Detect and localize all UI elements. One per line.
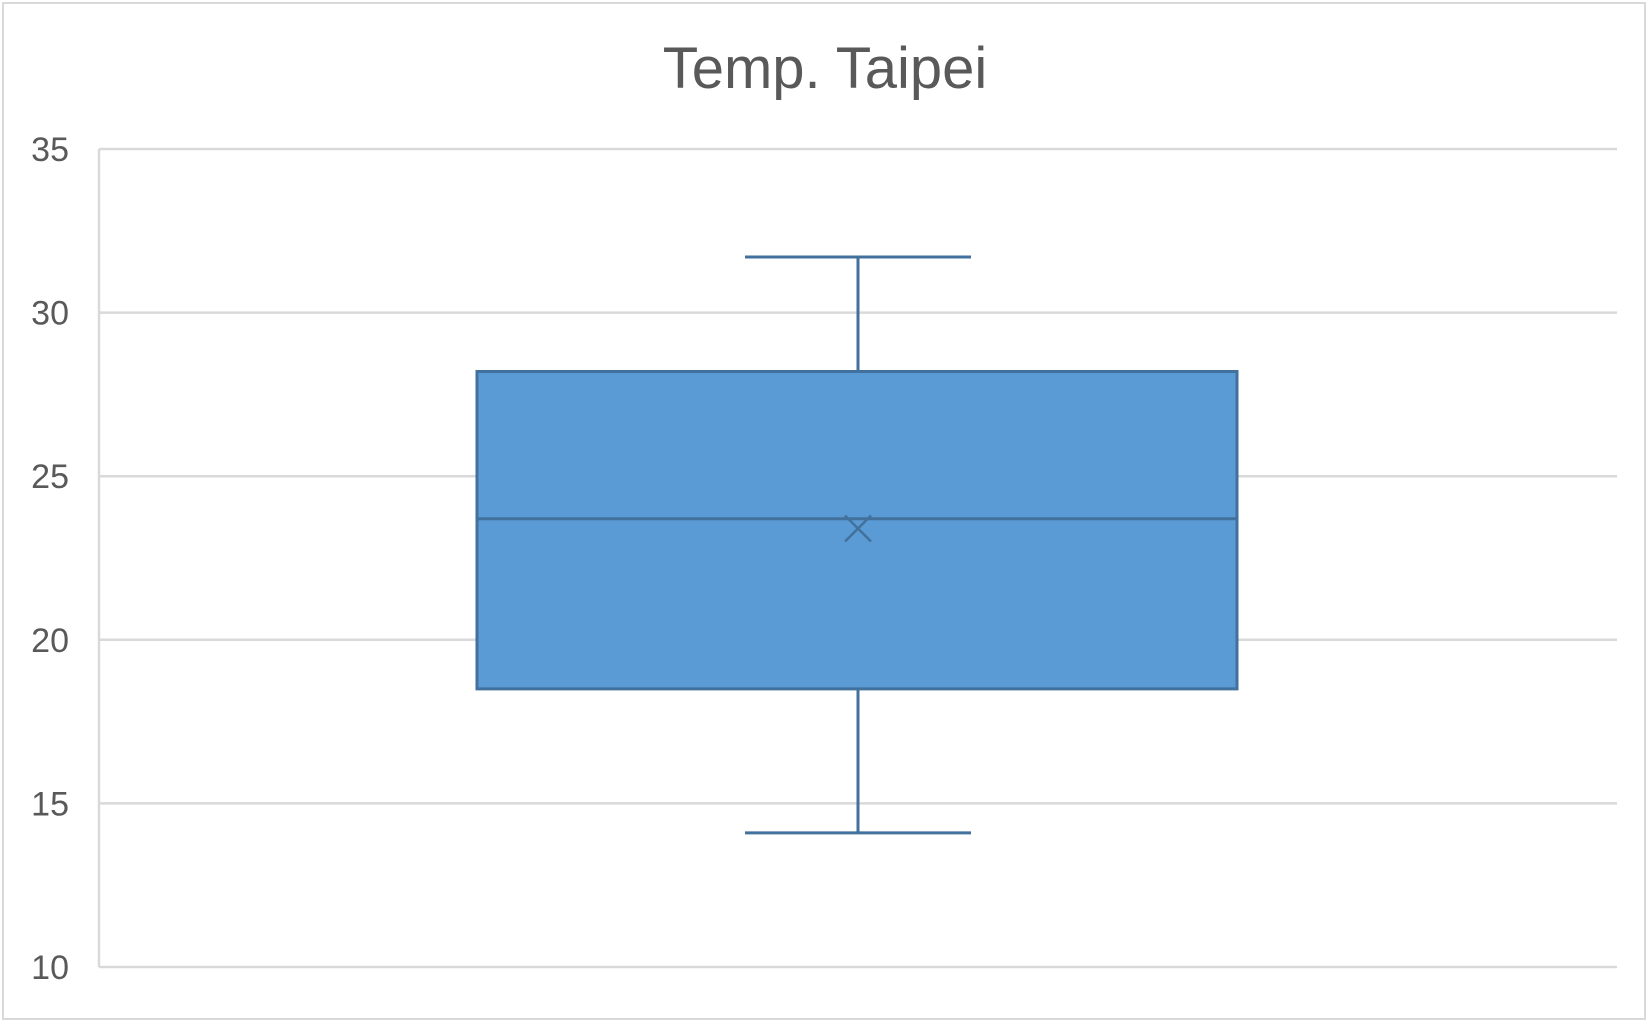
chart-title: Temp. Taipei xyxy=(663,36,988,101)
y-tick-label-30: 30 xyxy=(31,295,69,333)
y-tick-label-25: 25 xyxy=(31,458,69,496)
y-tick-label-20: 20 xyxy=(31,622,69,660)
y-tick-label-10: 10 xyxy=(31,949,69,987)
mean-marker xyxy=(844,514,872,543)
y-tick-label-15: 15 xyxy=(31,785,69,823)
y-axis-tick-labels: 10 15 20 25 30 35 xyxy=(31,131,69,987)
y-tick-label-35: 35 xyxy=(31,131,69,169)
mean-marker-stroke-b xyxy=(844,514,872,543)
box-plot xyxy=(475,255,1239,835)
